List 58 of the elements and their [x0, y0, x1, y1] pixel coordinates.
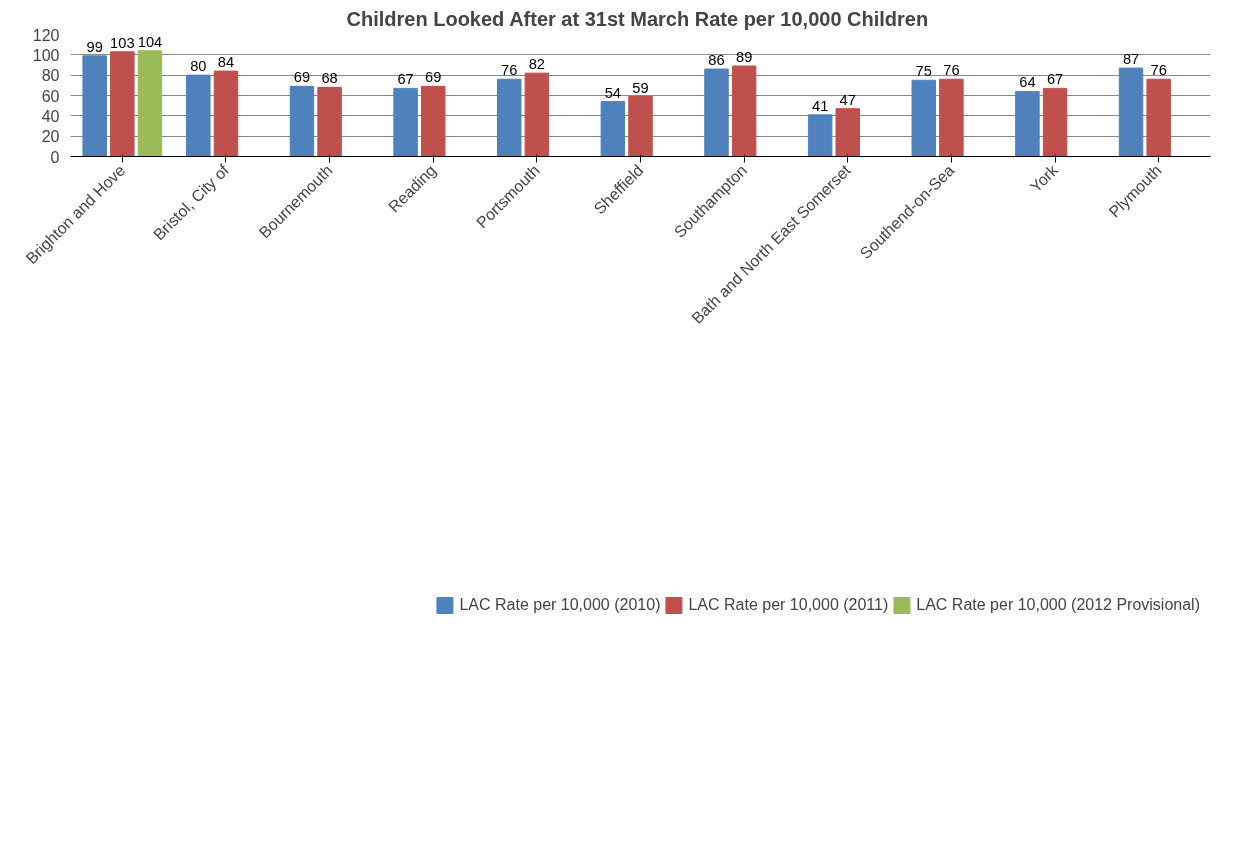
- bar: [186, 74, 211, 157]
- data-label: 67: [397, 71, 414, 88]
- bar: [1042, 87, 1068, 157]
- data-label: 89: [735, 49, 753, 66]
- y-tick-label: 40: [41, 107, 60, 125]
- data-label: 59: [632, 79, 649, 96]
- y-tick-label: 20: [41, 128, 60, 146]
- bar: [213, 70, 239, 157]
- bar: [317, 86, 342, 157]
- bar: [600, 101, 626, 157]
- bar: [704, 68, 729, 157]
- bar: [835, 108, 861, 157]
- bar: [911, 79, 937, 157]
- chart-title: Children Looked After at 31st March Rate per 10,000 Children: [346, 7, 929, 30]
- bar: [1118, 67, 1144, 157]
- data-label: 87: [1122, 51, 1140, 68]
- data-label: 69: [293, 69, 311, 86]
- y-tick-label: 80: [41, 67, 60, 85]
- legend-label: LAC Rate per 10,000 (2012 Provisional): [916, 596, 1200, 614]
- data-label: 69: [425, 69, 442, 86]
- data-label: 68: [321, 70, 338, 87]
- legend-label: LAC Rate per 10,000 (2010): [459, 596, 661, 614]
- bar: [628, 96, 653, 157]
- data-label: 82: [528, 56, 546, 73]
- data-label: 54: [604, 84, 622, 101]
- data-label: 99: [86, 38, 103, 55]
- bar: [137, 50, 163, 157]
- bar: [524, 72, 550, 157]
- bar: [420, 85, 446, 157]
- data-label: 67: [1046, 71, 1064, 88]
- bar: [289, 85, 315, 157]
- data-label: 76: [943, 62, 960, 79]
- bar: [731, 65, 757, 157]
- bar: [82, 55, 107, 157]
- bar: [1146, 78, 1171, 157]
- y-tick-label: 100: [32, 46, 60, 64]
- bar: [939, 78, 964, 157]
- bar: [807, 114, 833, 157]
- bar: [110, 51, 135, 157]
- y-tick-label: 0: [50, 148, 60, 166]
- legend-label: LAC Rate per 10,000 (2011): [688, 596, 889, 614]
- x-tick-label: York: [1026, 160, 1062, 196]
- data-label: 64: [1019, 74, 1036, 91]
- data-label: 41: [811, 97, 829, 114]
- data-label: 86: [708, 52, 725, 69]
- bar: [496, 78, 522, 157]
- data-label: 75: [915, 63, 932, 80]
- y-tick-label: 60: [41, 87, 60, 105]
- data-label: 76: [1150, 62, 1167, 79]
- data-label: 84: [217, 54, 235, 71]
- bar: [1015, 90, 1040, 157]
- y-tick-label: 120: [32, 26, 60, 44]
- data-label: 80: [190, 58, 207, 75]
- data-label: 47: [839, 91, 856, 108]
- data-label: 104: [137, 33, 163, 50]
- bar: [393, 87, 418, 157]
- data-label: 76: [501, 62, 518, 79]
- data-label: 103: [110, 34, 135, 51]
